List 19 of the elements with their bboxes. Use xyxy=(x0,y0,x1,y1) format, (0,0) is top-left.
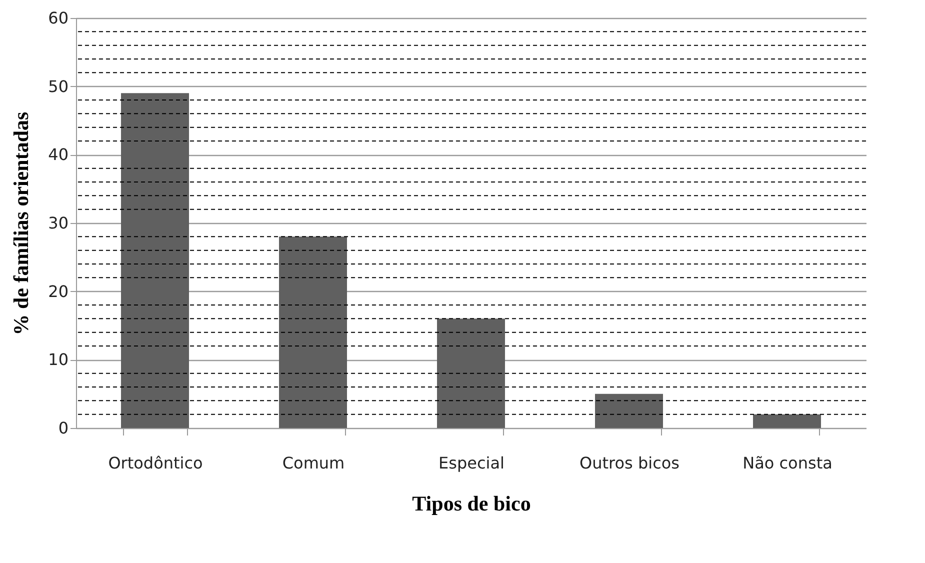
y-tick-label: 50 xyxy=(48,76,68,96)
y-tick-label: 10 xyxy=(48,350,68,370)
bar xyxy=(595,394,663,428)
y-tick-label: 60 xyxy=(48,8,68,28)
bar xyxy=(753,414,821,428)
x-tick-label: Ortodôntico xyxy=(108,454,203,472)
x-tick-label: Outros bicos xyxy=(580,454,680,472)
bar xyxy=(437,318,505,428)
x-tick-label: Especial xyxy=(438,454,504,472)
y-tick-label: 0 xyxy=(58,418,68,438)
y-tick-label: 20 xyxy=(48,282,68,301)
y-axis-title: % de famílias orientadas xyxy=(9,112,34,336)
y-tick-label: 30 xyxy=(48,214,68,232)
y-tick-label: 40 xyxy=(48,145,68,164)
bar xyxy=(279,236,347,428)
x-tick-label: Comum xyxy=(282,454,345,472)
x-tick-label: Não consta xyxy=(742,454,832,472)
bar xyxy=(121,93,189,428)
x-axis-title: Tipos de bico xyxy=(412,492,531,516)
